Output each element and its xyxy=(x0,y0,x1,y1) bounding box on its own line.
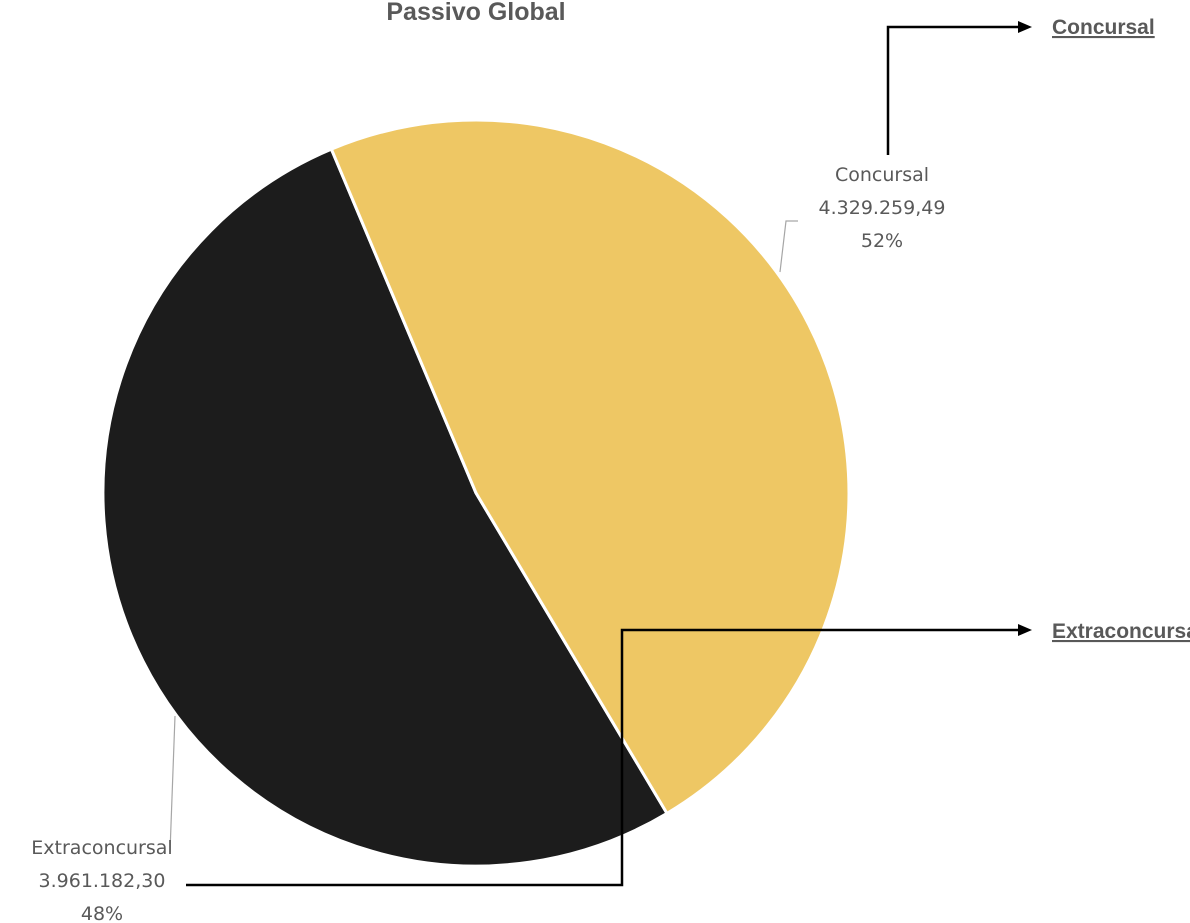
pie-slices xyxy=(101,118,851,868)
leader-line-extraconcursal xyxy=(169,715,176,853)
chart-title: Passivo Global xyxy=(386,0,565,26)
connector-arrow-concursal xyxy=(886,21,1032,155)
data-label-concursal-percent: 52% xyxy=(861,230,903,252)
legend-link-extraconcursal[interactable]: Extraconcursal xyxy=(1052,620,1190,643)
data-label-concursal-name: Concursal xyxy=(835,164,929,186)
leader-line-concursal xyxy=(779,220,798,273)
pie-slice-concursal xyxy=(101,147,669,868)
connector-arrow-extraconcursal xyxy=(186,624,1032,887)
data-label-extraconcursal-percent: 48% xyxy=(81,903,123,923)
legend-link-concursal[interactable]: Concursal xyxy=(1052,16,1155,39)
data-label-extraconcursal-value: 3.961.182,30 xyxy=(39,870,166,892)
pie-slice-extraconcursal xyxy=(329,118,851,815)
data-label-concursal-value: 4.329.259,49 xyxy=(819,197,946,219)
data-label-extraconcursal-name: Extraconcursal xyxy=(31,837,172,859)
